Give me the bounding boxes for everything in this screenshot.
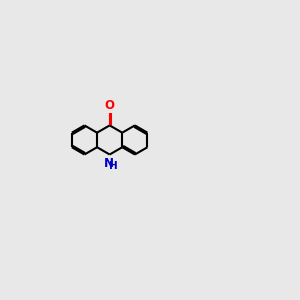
Text: N: N bbox=[103, 157, 113, 170]
Text: H: H bbox=[110, 161, 118, 171]
Text: O: O bbox=[105, 98, 115, 112]
